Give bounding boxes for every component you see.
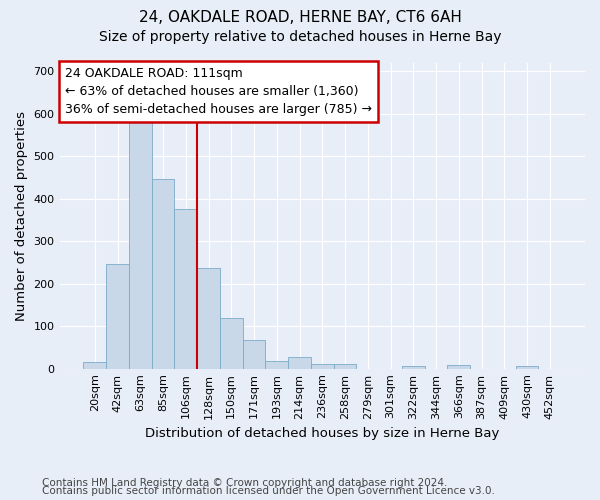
Bar [265,361,288,368]
Bar [83,362,106,368]
Bar [220,318,242,368]
Text: Size of property relative to detached houses in Herne Bay: Size of property relative to detached ho… [99,30,501,44]
Text: 24 OAKDALE ROAD: 111sqm
← 63% of detached houses are smaller (1,360)
36% of semi: 24 OAKDALE ROAD: 111sqm ← 63% of detache… [65,67,372,116]
X-axis label: Distribution of detached houses by size in Herne Bay: Distribution of detached houses by size … [145,427,499,440]
Bar [448,366,470,368]
Y-axis label: Number of detached properties: Number of detached properties [15,110,28,320]
Bar [129,118,152,368]
Bar [515,366,538,368]
Text: Contains HM Land Registry data © Crown copyright and database right 2024.: Contains HM Land Registry data © Crown c… [42,478,448,488]
Bar [402,366,425,368]
Text: Contains public sector information licensed under the Open Government Licence v3: Contains public sector information licen… [42,486,495,496]
Bar [288,357,311,368]
Bar [175,209,197,368]
Bar [152,178,175,368]
Bar [334,364,356,368]
Text: 24, OAKDALE ROAD, HERNE BAY, CT6 6AH: 24, OAKDALE ROAD, HERNE BAY, CT6 6AH [139,10,461,25]
Bar [311,364,334,368]
Bar [242,340,265,368]
Bar [197,268,220,368]
Bar [106,264,129,368]
